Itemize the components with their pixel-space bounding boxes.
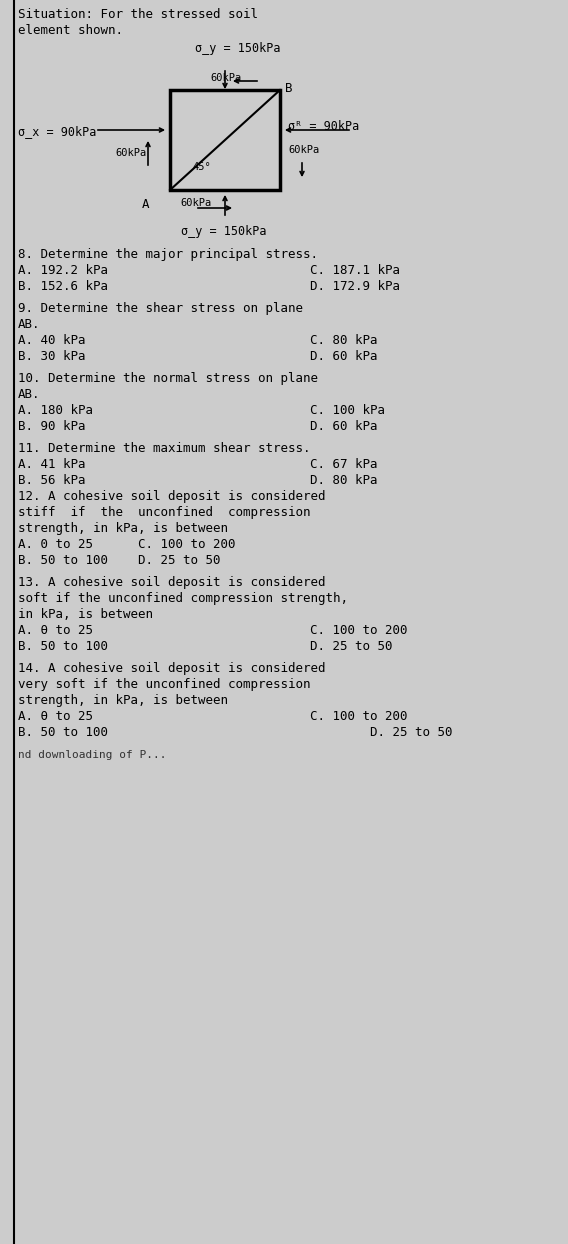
Text: B: B [285, 82, 293, 95]
Text: soft if the unconfined compression strength,: soft if the unconfined compression stren… [18, 592, 348, 605]
Text: 12. A cohesive soil deposit is considered: 12. A cohesive soil deposit is considere… [18, 490, 325, 503]
Text: A. 41 kPa: A. 41 kPa [18, 458, 86, 471]
Text: A. θ to 25: A. θ to 25 [18, 624, 93, 637]
Text: 8. Determine the major principal stress.: 8. Determine the major principal stress. [18, 248, 318, 261]
Text: 45°: 45° [192, 162, 211, 172]
Text: D. 80 kPa: D. 80 kPa [310, 474, 378, 486]
Text: σ_y = 150kPa: σ_y = 150kPa [181, 225, 266, 238]
Text: D. 60 kPa: D. 60 kPa [310, 350, 378, 363]
Bar [170, 90, 280, 190]
Text: B. 50 to 100: B. 50 to 100 [18, 639, 108, 653]
Text: D. 60 kPa: D. 60 kPa [310, 420, 378, 433]
Text: 11. Determine the maximum shear stress.: 11. Determine the maximum shear stress. [18, 442, 311, 455]
Text: C. 100 to 200: C. 100 to 200 [310, 624, 407, 637]
Text: 14. A cohesive soil deposit is considered: 14. A cohesive soil deposit is considere… [18, 662, 325, 675]
Text: B. 50 to 100: B. 50 to 100 [18, 726, 108, 739]
Text: B. 56 kPa: B. 56 kPa [18, 474, 86, 486]
Text: nd downloading of P...: nd downloading of P... [18, 750, 166, 760]
Text: D. 172.9 kPa: D. 172.9 kPa [310, 280, 400, 294]
Text: 60kPa: 60kPa [210, 73, 241, 83]
Text: D. 25 to 50: D. 25 to 50 [370, 726, 453, 739]
Text: C. 187.1 kPa: C. 187.1 kPa [310, 264, 400, 277]
Text: C. 100 kPa: C. 100 kPa [310, 404, 385, 417]
Text: A. θ to 25: A. θ to 25 [18, 710, 93, 723]
Text: strength, in kPa, is between: strength, in kPa, is between [18, 522, 228, 535]
Text: A. 40 kPa: A. 40 kPa [18, 333, 86, 347]
Text: A. 0 to 25      C. 100 to 200: A. 0 to 25 C. 100 to 200 [18, 537, 236, 551]
Text: 9. Determine the shear stress on plane: 9. Determine the shear stress on plane [18, 302, 303, 315]
Text: strength, in kPa, is between: strength, in kPa, is between [18, 694, 228, 707]
Text: A. 180 kPa: A. 180 kPa [18, 404, 93, 417]
Text: σ_x = 90kPa: σ_x = 90kPa [18, 124, 97, 138]
Text: stiff  if  the  unconfined  compression: stiff if the unconfined compression [18, 506, 311, 519]
Text: element shown.: element shown. [18, 24, 123, 37]
Text: σ_y = 150kPa: σ_y = 150kPa [195, 42, 281, 55]
Text: A. 192.2 kPa: A. 192.2 kPa [18, 264, 108, 277]
Text: σᴿ = 90kPa: σᴿ = 90kPa [288, 119, 359, 133]
Text: AB.: AB. [18, 318, 40, 331]
Text: 60kPa: 60kPa [115, 148, 146, 158]
Text: B. 90 kPa: B. 90 kPa [18, 420, 86, 433]
Text: 60kPa: 60kPa [180, 198, 211, 208]
Text: 60kPa: 60kPa [288, 146, 319, 156]
Text: 13. A cohesive soil deposit is considered: 13. A cohesive soil deposit is considere… [18, 576, 325, 588]
Text: B. 152.6 kPa: B. 152.6 kPa [18, 280, 108, 294]
Text: A: A [142, 198, 149, 211]
Text: C. 80 kPa: C. 80 kPa [310, 333, 378, 347]
Text: B. 30 kPa: B. 30 kPa [18, 350, 86, 363]
Text: 10. Determine the normal stress on plane: 10. Determine the normal stress on plane [18, 372, 318, 384]
Text: B. 50 to 100    D. 25 to 50: B. 50 to 100 D. 25 to 50 [18, 554, 220, 567]
Text: Situation: For the stressed soil: Situation: For the stressed soil [18, 7, 258, 21]
Text: C. 67 kPa: C. 67 kPa [310, 458, 378, 471]
Text: AB.: AB. [18, 388, 40, 401]
Text: very soft if the unconfined compression: very soft if the unconfined compression [18, 678, 311, 690]
Text: in kPa, is between: in kPa, is between [18, 608, 153, 621]
Text: D. 25 to 50: D. 25 to 50 [310, 639, 392, 653]
Text: C. 100 to 200: C. 100 to 200 [310, 710, 407, 723]
